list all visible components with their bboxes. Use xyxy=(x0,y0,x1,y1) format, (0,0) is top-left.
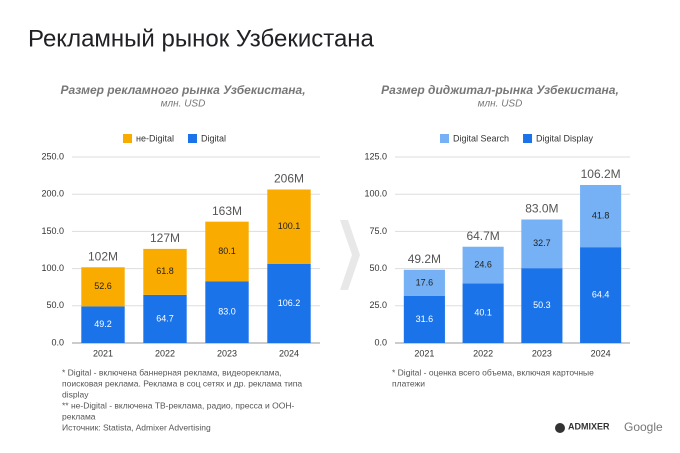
value-label: 41.8 xyxy=(592,210,610,220)
chart-subtitle: млн. USD xyxy=(478,99,523,110)
legend-label: Digital Display xyxy=(536,133,594,143)
admixer-icon xyxy=(555,423,565,433)
legend-swatch xyxy=(523,134,533,143)
footnote: display xyxy=(62,389,89,399)
y-tick-label: 75.0 xyxy=(369,226,387,236)
value-label: 61.8 xyxy=(156,266,174,276)
bar-segment xyxy=(521,268,563,343)
value-label: 64.7 xyxy=(156,313,174,323)
legend-label: Digital xyxy=(201,133,226,143)
bar-segment xyxy=(143,248,187,295)
legend-label: Digital Search xyxy=(453,133,509,143)
y-tick-label: 100.0 xyxy=(41,263,64,273)
y-tick-label: 0.0 xyxy=(374,337,387,347)
y-tick-label: 125.0 xyxy=(364,151,387,161)
bar-segment xyxy=(462,283,504,343)
value-label: 106.2 xyxy=(278,298,301,308)
value-label: 80.1 xyxy=(218,246,236,256)
x-tick-label: 2022 xyxy=(473,348,493,358)
y-tick-label: 250.0 xyxy=(41,151,64,161)
bar-segment xyxy=(403,295,445,343)
bar-segment xyxy=(580,184,622,248)
footnote: * Digital - оценка всего объема, включая… xyxy=(392,367,594,377)
bar-segment xyxy=(267,189,311,264)
bar-segment xyxy=(580,247,622,343)
legend-swatch xyxy=(440,134,449,143)
total-label: 127M xyxy=(150,231,180,245)
value-label: 31.6 xyxy=(416,314,434,324)
bar-segment xyxy=(143,294,187,343)
value-label: 83.0 xyxy=(218,306,236,316)
total-label: 106.2M xyxy=(581,167,621,181)
y-tick-label: 25.0 xyxy=(369,300,387,310)
y-tick-label: 200.0 xyxy=(41,189,64,199)
footnote: платежи xyxy=(392,378,425,388)
total-label: 83.0M xyxy=(525,202,558,216)
footnote: * Digital - включена баннерная реклама, … xyxy=(62,367,282,377)
x-tick-label: 2024 xyxy=(279,348,299,358)
chart-title: Размер рекламного рынка Узбекистана, xyxy=(60,83,305,97)
x-tick-label: 2024 xyxy=(591,348,611,358)
total-label: 102M xyxy=(88,249,118,263)
legend-swatch xyxy=(187,134,197,143)
y-tick-label: 50.0 xyxy=(369,263,387,273)
bar-segment xyxy=(205,221,249,282)
total-label: 206M xyxy=(274,172,304,186)
bar-segment xyxy=(462,246,504,284)
value-label: 52.6 xyxy=(94,281,112,291)
value-label: 17.6 xyxy=(416,277,434,287)
total-label: 64.7M xyxy=(466,229,499,243)
x-tick-label: 2023 xyxy=(532,348,552,358)
footnote: ** не-Digital - включена ТВ-реклама, рад… xyxy=(62,400,294,410)
x-tick-label: 2021 xyxy=(414,348,434,358)
value-label: 24.6 xyxy=(474,259,492,269)
total-label: 163M xyxy=(212,204,242,218)
y-tick-label: 150.0 xyxy=(41,226,64,236)
value-label: 64.4 xyxy=(592,289,610,299)
chart-title: Размер диджитал-рынка Узбекистана, xyxy=(381,83,619,97)
legend-swatch xyxy=(123,134,132,143)
admixer-logo: ADMIXER xyxy=(568,421,610,431)
footnote: Источник: Statista, Admixer Advertising xyxy=(62,422,211,432)
value-label: 50.3 xyxy=(533,300,551,310)
bar-segment xyxy=(403,269,445,296)
y-tick-label: 50.0 xyxy=(46,300,64,310)
value-label: 100.1 xyxy=(278,221,301,231)
y-tick-label: 0.0 xyxy=(51,337,64,347)
slide-title: Рекламный рынок Узбекистана xyxy=(28,25,375,52)
arrow xyxy=(340,220,360,290)
google-logo: Google xyxy=(624,420,663,434)
legend-label: не-Digital xyxy=(136,133,174,143)
bar-segment xyxy=(81,267,125,307)
value-label: 40.1 xyxy=(474,308,492,318)
bar-segment xyxy=(267,263,311,343)
footnote: поисковая реклама. Реклама в соц сетях и… xyxy=(62,378,302,388)
chart-subtitle: млн. USD xyxy=(161,99,206,110)
bar-segment xyxy=(81,306,125,343)
bar-segment xyxy=(521,219,563,269)
x-tick-label: 2022 xyxy=(155,348,175,358)
footnote: реклама xyxy=(62,411,96,421)
y-tick-label: 100.0 xyxy=(364,189,387,199)
value-label: 49.2 xyxy=(94,319,112,329)
x-tick-label: 2023 xyxy=(217,348,237,358)
total-label: 49.2M xyxy=(408,252,441,266)
bar-segment xyxy=(205,281,249,343)
x-tick-label: 2021 xyxy=(93,348,113,358)
value-label: 32.7 xyxy=(533,238,551,248)
